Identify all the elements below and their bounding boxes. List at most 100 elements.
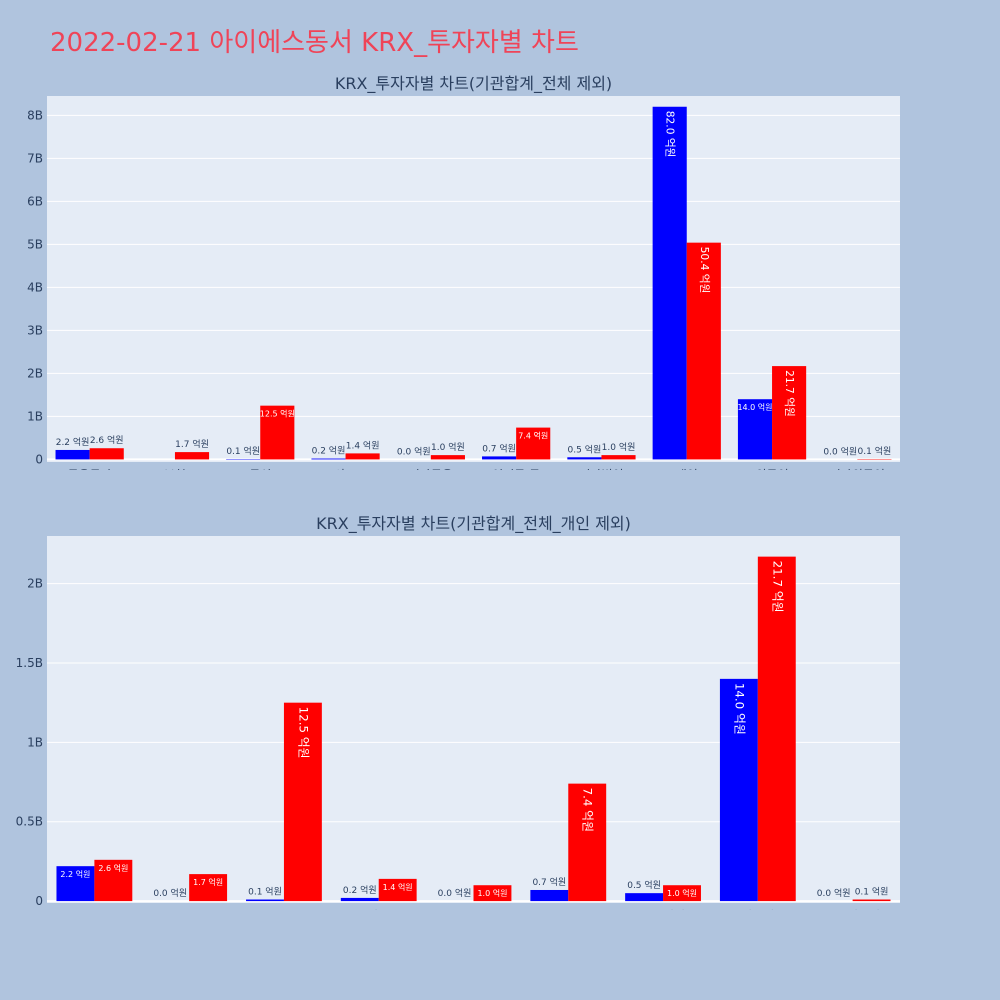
bar: [94, 859, 133, 902]
y-tick-label: 1B: [27, 735, 43, 749]
data-label: 1.0 억원: [667, 888, 697, 898]
data-label: 0.1 억원: [226, 445, 260, 457]
x-tick-label: 기타외국인: [825, 909, 880, 910]
bar: [89, 448, 124, 460]
x-tick-label: 외국인: [755, 468, 788, 470]
data-label: 0.0 억원: [397, 445, 431, 457]
data-label: 14.0 억원: [732, 683, 746, 735]
bar: [260, 405, 295, 460]
data-label: 0.2 억원: [312, 445, 346, 457]
bar: [340, 897, 379, 902]
data-label: 1.7 억원: [175, 438, 209, 450]
bar: [473, 885, 512, 902]
x-tick-label: 기타금융: [451, 909, 495, 910]
bar: [719, 678, 758, 902]
chart-bottom: KRX_투자자별 차트(기관합계_전체_개인 제외) 0 0.5B 1B 1.5B 2B 금…: [16, 514, 900, 910]
data-label: 7.4 억원: [581, 788, 595, 832]
bar: [852, 899, 891, 902]
data-label: 2.6 억원: [90, 434, 124, 446]
data-label: 0.1 억원: [248, 886, 282, 898]
bar: [56, 866, 95, 902]
x-tick-label: 사모: [368, 909, 390, 910]
x-tick-label: 기타금융: [409, 468, 453, 470]
bar: [567, 457, 602, 460]
data-label: 0.2 억원: [343, 884, 377, 896]
bar: [189, 874, 228, 902]
page-title: 2022-02-21 아이에스동서 KRX_투자자별 차트: [50, 28, 579, 58]
bar: [772, 366, 807, 460]
data-label: 2.2 억원: [60, 869, 90, 879]
data-label: 0.5 억원: [627, 879, 661, 891]
chart-title: KRX_투자자별 차트(기관합계_전체_개인 제외): [316, 514, 631, 534]
data-label: 2.6 억원: [98, 863, 128, 873]
data-label: 0.0 억원: [438, 887, 472, 899]
bar: [757, 556, 796, 902]
data-label: 21.7 억원: [783, 370, 796, 417]
data-label: 0.1 억원: [855, 886, 889, 898]
data-label: 2.2 억원: [56, 436, 90, 448]
y-tick-label: 4B: [27, 280, 43, 294]
bar: [652, 106, 687, 460]
bar: [378, 878, 417, 902]
x-tick-label: 사모: [335, 468, 357, 470]
bar: [174, 452, 210, 460]
bar: [311, 458, 346, 460]
chart-title: KRX_투자자별 차트(기관합계_전체 제외): [335, 74, 612, 94]
bar: [283, 702, 322, 902]
x-tick-label: 투신: [273, 909, 295, 910]
bar: [625, 893, 664, 902]
data-label: 0.7 억원: [482, 442, 516, 454]
x-tick-label: 기타법인: [579, 468, 623, 470]
chart-top: KRX_투자자별 차트(기관합계_전체 제외) 0 1B 2B 3B 4B 5B 6B 7B 8B…: [27, 74, 900, 470]
y-tick-label: 8B: [27, 108, 43, 122]
data-label: 21.7 억원: [770, 561, 784, 613]
x-tick-label: 금융투자: [72, 909, 116, 910]
x-tick-label: 투신: [249, 468, 271, 470]
bar: [55, 449, 90, 460]
data-label: 1.0 억원: [602, 441, 636, 453]
bar: [601, 455, 636, 460]
x-tick-label: 연기금 등: [492, 468, 540, 470]
bar: [663, 885, 701, 902]
y-tick-label: 7B: [27, 151, 43, 165]
data-label: 12.5 억원: [260, 409, 295, 419]
bar: [737, 399, 773, 460]
y-tick-label: 6B: [27, 194, 43, 208]
bar: [568, 783, 607, 902]
data-label: 7.4 억원: [518, 431, 548, 441]
y-tick-label: 5B: [27, 237, 43, 251]
data-label: 1.0 억원: [431, 441, 465, 453]
y-tick-label: 0: [35, 452, 43, 466]
y-tick-label: 2B: [27, 366, 43, 380]
y-tick-label: 0: [35, 894, 43, 908]
bar: [430, 455, 465, 460]
bar: [530, 889, 569, 902]
bar: [516, 427, 551, 460]
x-tick-label: 기타법인: [641, 909, 685, 910]
data-label: 0.0 억원: [153, 887, 187, 899]
data-label: 1.7 억원: [193, 877, 223, 887]
bar: [246, 899, 284, 902]
data-label: 82.0 억원: [664, 111, 677, 158]
x-tick-label: 외국인: [741, 909, 774, 910]
y-tick-label: 2B: [27, 577, 43, 591]
data-label: 0.1 억원: [858, 445, 892, 457]
bar: [686, 242, 721, 460]
data-label: 0.0 억원: [823, 445, 857, 457]
y-tick-label: 1.5B: [16, 656, 43, 670]
y-tick-label: 1B: [27, 409, 43, 423]
data-label: 0.7 억원: [532, 876, 566, 888]
x-tick-label: 연기금 등: [544, 909, 592, 910]
x-tick-label: 기타외국인: [830, 468, 885, 470]
bar: [345, 453, 380, 460]
data-label: 1.0 억원: [477, 888, 507, 898]
data-label: 0.5 억원: [568, 443, 602, 455]
x-tick-label: 개인: [676, 468, 698, 470]
y-tick-label: 0.5B: [16, 815, 43, 829]
x-tick-label: 보험: [164, 468, 186, 470]
bar: [482, 456, 517, 460]
data-label: 0.0 억원: [817, 887, 851, 899]
x-tick-label: 보험: [178, 909, 200, 910]
data-label: 50.4 억원: [698, 247, 711, 294]
data-label: 12.5 억원: [296, 707, 310, 759]
